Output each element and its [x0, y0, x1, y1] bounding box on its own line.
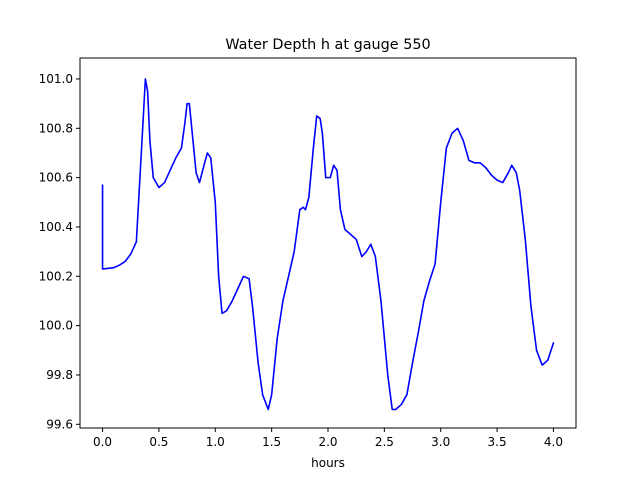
y-tick-label: 99.8	[46, 368, 73, 382]
x-tick-label: 4.0	[544, 435, 563, 449]
x-tick-label: 2.5	[375, 435, 394, 449]
chart-title: Water Depth h at gauge 550	[225, 37, 430, 53]
y-axis: 99.6 99.8 100.0 100.2 100.4 100.6 100.8 101.0	[39, 72, 80, 431]
y-tick-label: 100.4	[39, 220, 73, 234]
x-tick-label: 3.0	[431, 435, 450, 449]
x-tick-label: 0.5	[149, 435, 168, 449]
x-tick-label: 1.5	[262, 435, 281, 449]
series-line	[101, 78, 555, 411]
y-tick-label: 100.2	[39, 269, 73, 283]
y-tick-label: 99.6	[46, 417, 73, 431]
x-tick-label: 1.0	[206, 435, 225, 449]
x-axis-label: hours	[311, 456, 345, 470]
y-tick-label: 100.8	[39, 121, 73, 135]
x-tick-label: 0.0	[93, 435, 112, 449]
y-tick-label: 101.0	[39, 72, 73, 86]
x-axis: 0.0 0.5 1.0 1.5 2.0 2.5 3.0 3.5 4.0	[93, 428, 563, 449]
plot-area	[79, 57, 577, 429]
y-tick-label: 100.0	[39, 319, 73, 333]
y-tick-label: 100.6	[39, 171, 73, 185]
x-tick-label: 2.0	[318, 435, 337, 449]
x-tick-label: 3.5	[488, 435, 507, 449]
